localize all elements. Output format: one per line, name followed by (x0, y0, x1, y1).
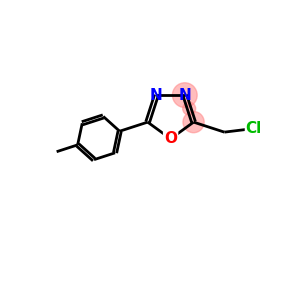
Circle shape (183, 102, 196, 115)
Text: N: N (178, 88, 191, 103)
Circle shape (172, 83, 197, 107)
Text: N: N (150, 88, 163, 103)
Text: O: O (164, 131, 177, 146)
Circle shape (183, 112, 204, 133)
Text: Cl: Cl (245, 122, 262, 136)
